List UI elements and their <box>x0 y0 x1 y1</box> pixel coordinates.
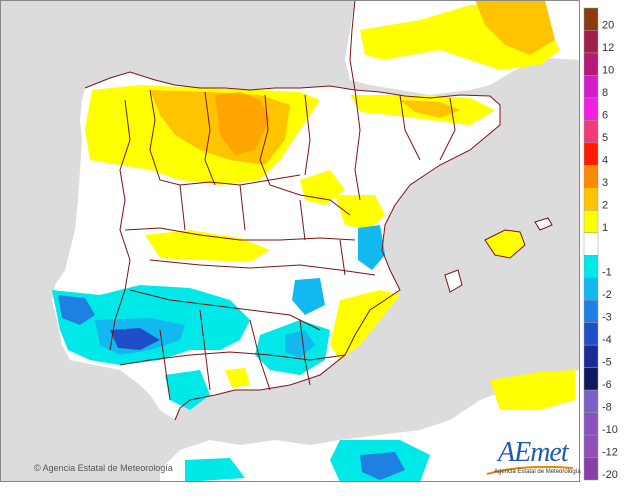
legend-swatch <box>583 299 599 323</box>
map-frame <box>0 0 580 482</box>
logo-swoosh-icon <box>486 465 574 475</box>
legend-label: 20 <box>602 19 614 31</box>
legend-label: -5 <box>602 357 612 369</box>
ibiza-border <box>444 269 463 293</box>
legend-swatch <box>583 165 599 189</box>
legend-swatch <box>583 142 599 166</box>
legend-label: -12 <box>602 447 618 459</box>
legend-label: -10 <box>602 424 618 436</box>
legend-label: 10 <box>602 64 614 76</box>
legend-label: 6 <box>602 109 608 121</box>
legend-swatch <box>583 389 599 413</box>
legend-swatch <box>583 75 599 99</box>
legend-label: 8 <box>602 87 608 99</box>
mallorca-border <box>484 229 526 259</box>
legend-label: -3 <box>602 312 612 324</box>
copyright-text: © Agencia Estatal de Meteorología <box>34 463 173 473</box>
legend-label: 4 <box>602 154 608 166</box>
legend-label: -1 <box>602 267 612 279</box>
legend-swatch <box>583 434 599 458</box>
administrative-borders <box>84 0 501 421</box>
logo-subtitle: Agencia Estatal de Meteorología <box>494 469 581 475</box>
menorca-border <box>534 217 553 231</box>
mallorca-land <box>485 230 525 258</box>
legend-swatch <box>583 210 599 234</box>
legend-swatch <box>583 187 599 211</box>
positive-anomaly-areas <box>85 0 575 410</box>
legend-swatch <box>583 30 599 54</box>
legend-swatch <box>583 232 599 256</box>
ibiza-land <box>445 270 462 292</box>
africa-land <box>160 370 580 482</box>
negative-anomaly-areas <box>52 225 430 482</box>
legend-swatch <box>583 52 599 76</box>
legend-swatch <box>583 7 599 31</box>
legend-label: -4 <box>602 334 612 346</box>
legend-label: 5 <box>602 132 608 144</box>
logo-text: AEmet <box>498 437 569 468</box>
legend-label: -8 <box>602 402 612 414</box>
legend-label: 2 <box>602 199 608 211</box>
legend-swatch <box>583 367 599 391</box>
legend-swatch <box>583 97 599 121</box>
legend-label: 12 <box>602 42 614 54</box>
aemet-logo <box>483 436 577 480</box>
legend-swatch <box>583 120 599 144</box>
legend-label: 1 <box>602 222 608 234</box>
legend-swatch <box>583 254 599 278</box>
legend-label: -2 <box>602 289 612 301</box>
legend-swatch <box>583 322 599 346</box>
color-legend: 20 12 10 8 6 5 4 3 2 1 -1 -2 -3 -4 -5 -6 -8 -10 -12 -20 <box>583 7 618 481</box>
legend-swatch <box>583 457 599 481</box>
legend-label: -6 <box>602 379 612 391</box>
legend-swatch <box>583 344 599 368</box>
legend-label: 3 <box>602 177 608 189</box>
legend-swatch <box>583 277 599 301</box>
legend-swatch <box>583 412 599 436</box>
legend-label: -20 <box>602 469 618 481</box>
